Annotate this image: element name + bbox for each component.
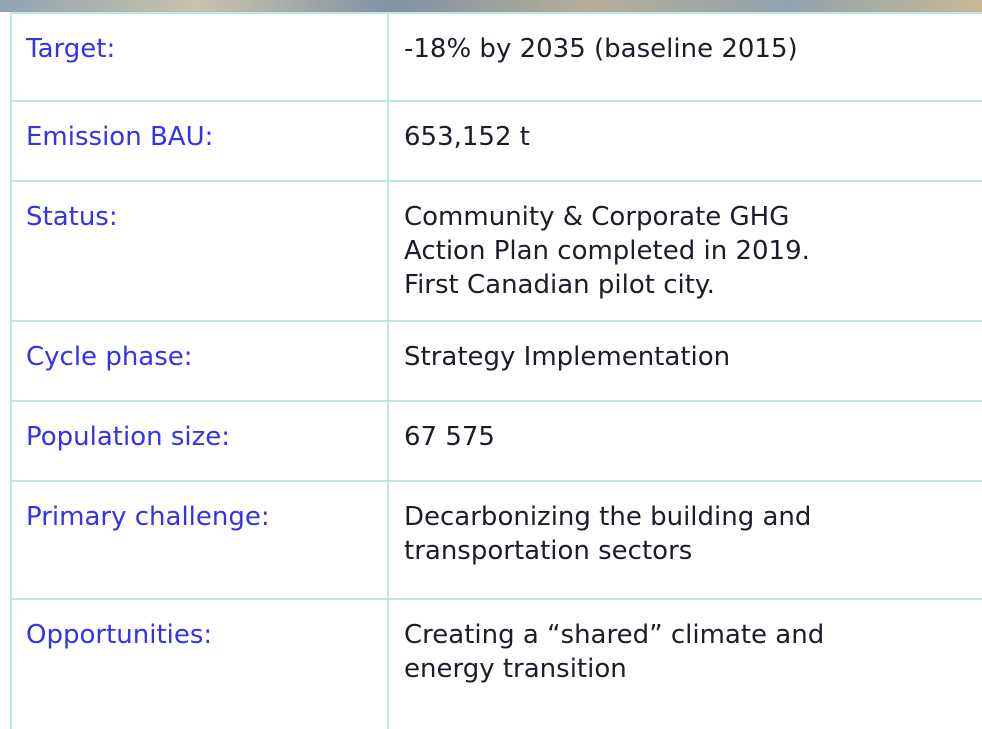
table-row: Target: -18% by 2035 (baseline 2015) (10, 12, 982, 100)
value-line: energy transition (404, 654, 627, 684)
value-line: -18% by 2035 (baseline 2015) (404, 34, 798, 64)
row-value: 653,152 t (387, 102, 982, 180)
value-line: Decarbonizing the building and (404, 502, 812, 532)
table-row: Cycle phase: Strategy Implementation (10, 320, 982, 400)
table-row: Status: Community & Corporate GHG Action P… (10, 180, 982, 320)
value-line: 67 575 (404, 422, 495, 452)
table-row: Opportunities: Creating a “shared” climat… (10, 598, 982, 729)
row-value: Community & Corporate GHG Action Plan com… (387, 182, 982, 320)
row-label: Emission BAU: (10, 102, 387, 180)
value-line: Creating a “shared” climate and (404, 620, 825, 650)
row-value: Decarbonizing the building and transporta… (387, 482, 982, 598)
row-value: Strategy Implementation (387, 322, 982, 400)
value-line: Strategy Implementation (404, 342, 731, 372)
row-label: Opportunities: (10, 600, 387, 729)
row-value: -18% by 2035 (baseline 2015) (387, 14, 982, 100)
value-line: Community & Corporate GHG (404, 202, 790, 232)
row-label: Status: (10, 182, 387, 320)
row-label: Population size: (10, 402, 387, 480)
value-line: transportation sectors (404, 536, 693, 566)
value-line: First Canadian pilot city. (404, 270, 715, 300)
row-label: Cycle phase: (10, 322, 387, 400)
value-line: 653,152 t (404, 122, 530, 152)
row-label: Primary challenge: (10, 482, 387, 598)
table-row: Primary challenge: Decarbonizing the buil… (10, 480, 982, 598)
row-value: Creating a “shared” climate and energy tr… (387, 600, 982, 729)
table-row: Population size: 67 575 (10, 400, 982, 480)
header-photo (0, 0, 982, 12)
table-row: Emission BAU: 653,152 t (10, 100, 982, 180)
row-value: 67 575 (387, 402, 982, 480)
row-label: Target: (10, 14, 387, 100)
info-table: Target: -18% by 2035 (baseline 2015) Emiss… (10, 12, 982, 729)
value-line: Action Plan completed in 2019. (404, 236, 810, 266)
